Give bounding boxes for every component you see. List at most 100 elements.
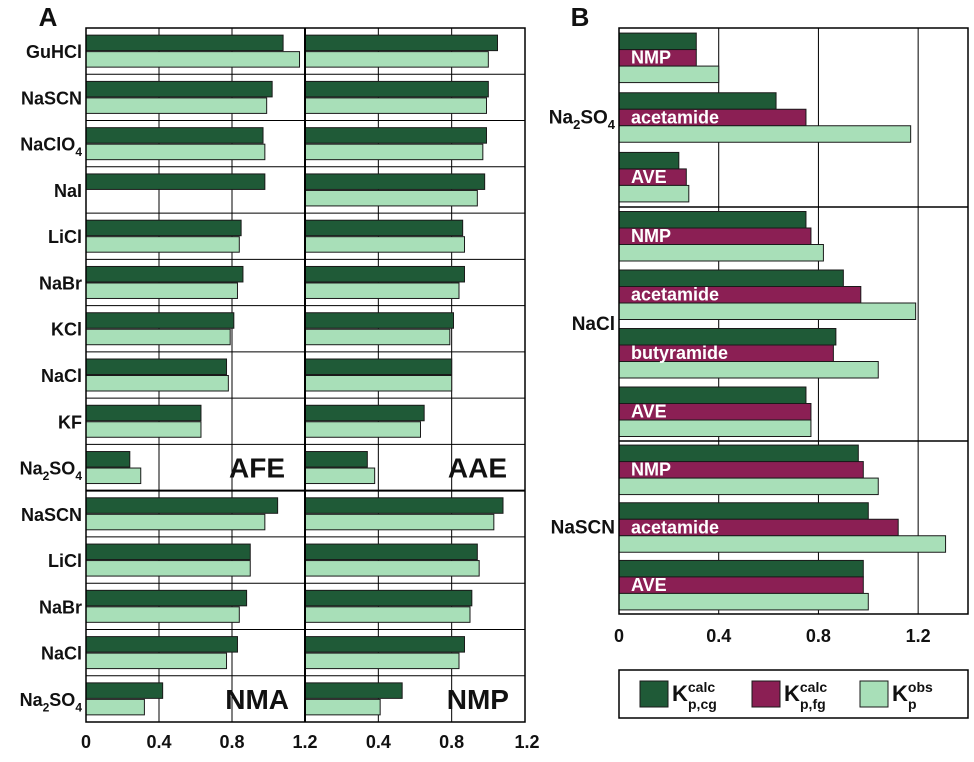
bar-a-left-calc [85, 80, 273, 98]
tick-label-salt-a: Na2SO4 [20, 459, 83, 483]
bar-a-left-obs [85, 97, 268, 114]
bar-b-obs [618, 302, 917, 320]
tick-label-salt-a: NaCl [41, 366, 82, 386]
bar-label-solute: acetamide [631, 107, 719, 127]
bar-a-right-obs [304, 236, 465, 253]
bar-a-left-calc [85, 34, 284, 52]
bar-b-obs [618, 125, 912, 143]
tick-label-salt-a: KCl [51, 320, 82, 340]
tick-label-salt-a: KF [58, 412, 82, 432]
bar-a-left-obs [85, 560, 251, 577]
legend-swatch [751, 680, 781, 708]
bar-b-obs [618, 419, 812, 437]
bar-a-right-obs [304, 560, 480, 577]
bar-a-left-obs [85, 421, 202, 438]
tick-label-salt-a: NaClO4 [20, 135, 82, 159]
tick-label-salt-a: NaBr [39, 273, 82, 293]
x-tick-label-a-right: 0.4 [366, 732, 391, 752]
x-tick-label-b: 0 [614, 626, 624, 646]
bar-a-right-calc [304, 219, 464, 237]
bar-label-solute: AVE [631, 167, 667, 187]
x-tick-label-a-left: 0.8 [219, 732, 244, 752]
bar-a-left-calc [85, 404, 202, 422]
bar-a-left-obs [85, 143, 266, 161]
bar-b-obs [618, 244, 824, 262]
legend-box [618, 669, 969, 719]
legend-swatch [859, 680, 889, 708]
bar-a-left-calc [85, 682, 164, 699]
x-tick-label-a-left: 0 [81, 732, 91, 752]
bar-a-right-calc [304, 589, 473, 607]
tick-label-salt-a: NaI [54, 181, 82, 201]
bar-a-right-calc [304, 80, 489, 98]
bar-b-obs [618, 592, 869, 611]
bar-a-right-obs [304, 375, 453, 392]
bar-a-left-calc [85, 312, 235, 329]
bar-a-left-obs [85, 652, 228, 670]
tick-label-salt-a: LiCl [48, 227, 82, 247]
tick-label-salt-b: Na2SO4 [549, 108, 616, 133]
x-tick-label-a-left: 1.2 [292, 732, 317, 752]
bar-a-right-calc [304, 682, 403, 699]
bar-a-left-calc [85, 219, 242, 237]
bar-a-left-obs [85, 513, 266, 531]
legend-label: Kcalc p,fg [784, 679, 827, 712]
bar-a-right-calc [304, 34, 498, 52]
legend-label: Kobs p [892, 679, 933, 712]
bar-a-left-calc [85, 451, 131, 468]
bar-label-solute: AVE [631, 575, 667, 595]
panel-label-a: A [39, 2, 58, 32]
legend-label: Kcalc p,cg [672, 679, 717, 712]
bar-a-left-obs [85, 282, 238, 299]
panel-label-b: B [571, 2, 590, 32]
bar-a-right-obs [304, 467, 376, 485]
bar-label-solute: AVE [631, 402, 667, 422]
tick-label-salt-a: GuHCl [26, 42, 82, 62]
tick-label-salt-a: LiCl [48, 551, 82, 571]
tick-label-salt-a: NaCl [41, 644, 82, 664]
bar-a-left-obs [85, 51, 301, 68]
bar-a-right-calc [304, 543, 478, 561]
bar-a-left-obs [85, 236, 240, 253]
tick-label-salt-a: NaSCN [21, 505, 82, 525]
x-tick-label-b: 1.2 [906, 626, 931, 646]
bar-a-right-calc [304, 404, 425, 422]
bar-a-left-calc [85, 636, 238, 653]
bar-a-right-calc [304, 451, 368, 468]
bar-a-right-obs [304, 282, 460, 299]
solvent-label-nma: NMA [225, 684, 289, 715]
bar-label-solute: NMP [631, 226, 671, 246]
bar-a-right-obs [304, 421, 421, 438]
bar-label-solute: NMP [631, 460, 671, 480]
bar-label-solute: acetamide [631, 517, 719, 537]
bar-a-left-calc [85, 497, 279, 514]
bar-a-left-calc [85, 265, 244, 283]
tick-label-salt-a: NaSCN [21, 88, 82, 108]
bar-a-right-calc [304, 173, 486, 190]
bar-a-left-obs [85, 698, 145, 716]
x-tick-label-a-right: 1.2 [514, 732, 539, 752]
bar-a-left-obs [85, 467, 142, 485]
bar-b-obs [618, 65, 720, 84]
bar-a-left-calc [85, 127, 264, 144]
bar-a-right-calc [304, 265, 465, 283]
bar-a-left-obs [85, 375, 229, 392]
bar-a-right-obs [304, 652, 460, 670]
bar-b-obs [618, 535, 947, 553]
bar-a-right-obs [304, 51, 489, 68]
bar-a-right-calc [304, 358, 453, 375]
tick-label-salt-a: NaBr [39, 597, 82, 617]
x-tick-label-b: 0.4 [706, 626, 731, 646]
bar-a-right-obs [304, 698, 381, 716]
bar-a-right-obs [304, 606, 471, 623]
bar-label-solute: NMP [631, 48, 671, 68]
bar-a-right-calc [304, 636, 465, 653]
solvent-label-aae: AAE [448, 453, 507, 484]
tick-label-salt-b: NaCl [572, 314, 615, 335]
tick-label-salt-a: Na2SO4 [20, 690, 83, 714]
solvent-label-nmp: NMP [447, 684, 509, 715]
x-tick-label-a-right: 0.8 [439, 732, 464, 752]
bar-b-obs [618, 361, 879, 379]
